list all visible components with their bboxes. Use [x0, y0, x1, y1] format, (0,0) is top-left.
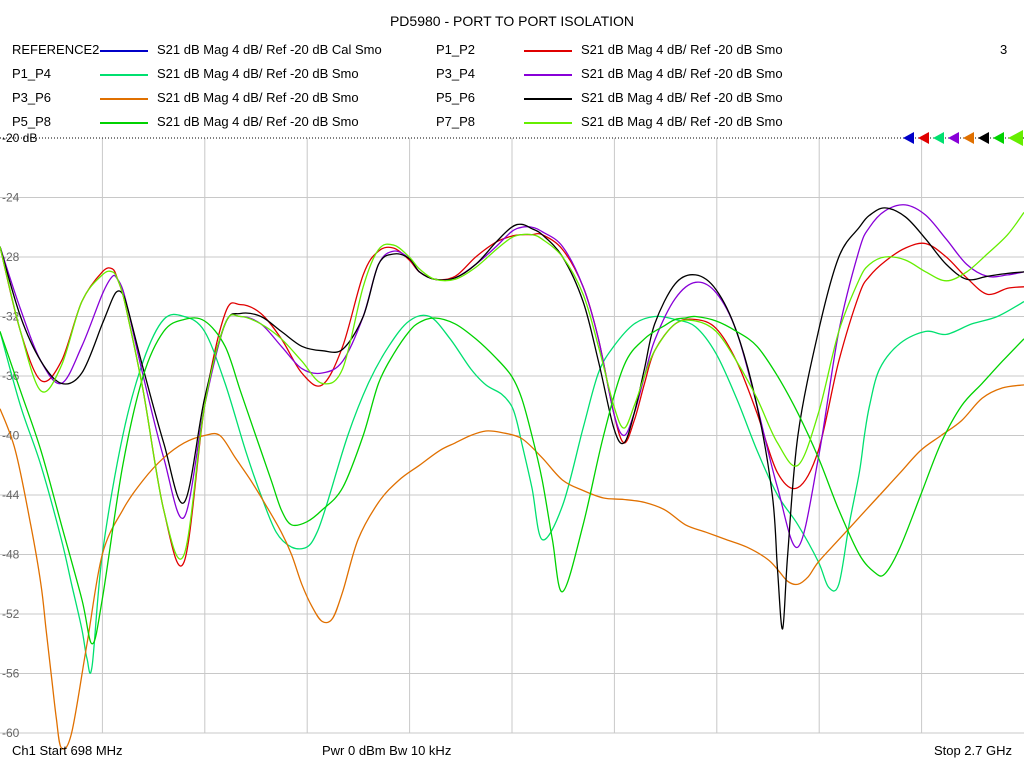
legend-swatch: [524, 122, 572, 124]
y-tick-label: -52: [2, 607, 20, 621]
y-tick-label: -28: [2, 250, 20, 264]
y-tick-label: -56: [2, 667, 20, 681]
y-tick-label: -24: [2, 191, 20, 205]
ref-marker-p5-p8: [993, 132, 1004, 144]
legend-swatch: [100, 74, 148, 76]
legend-entry-name: P3_P6: [12, 90, 52, 105]
ref-marker-p1-p2: [918, 132, 929, 144]
legend-swatch: [524, 98, 572, 100]
legend-entry-name: P5_P6: [436, 90, 476, 105]
legend-entry-format: S21 dB Mag 4 dB/ Ref -20 dB Smo: [157, 114, 359, 129]
chart-title: PD5980 - PORT TO PORT ISOLATION: [389, 13, 635, 29]
trace-p3-p6: [0, 384, 1024, 750]
ref-marker-p3-p6: [963, 132, 974, 144]
legend-entry-format: S21 dB Mag 4 dB/ Ref -20 dB Smo: [581, 42, 783, 57]
footer-stop: Stop 2.7 GHz: [933, 743, 1012, 758]
trace-p3-p4: [0, 204, 1024, 548]
legend-entry-name: P3_P4: [436, 66, 476, 81]
legend-entry-name: P7_P8: [436, 114, 476, 129]
trace-p7-p8: [0, 212, 1024, 560]
legend-entry-name: P1_P2: [436, 42, 476, 57]
ref-marker-p3-p4: [948, 132, 959, 144]
legend-entry-format: S21 dB Mag 4 dB/ Ref -20 dB Smo: [157, 90, 359, 105]
legend-entry-format: S21 dB Mag 4 dB/ Ref -20 dB Smo: [581, 114, 783, 129]
legend-entry-format: S21 dB Mag 4 dB/ Ref -20 dB Cal Smo: [157, 42, 382, 57]
trace-p1-p4: [0, 301, 1024, 674]
footer-start: Ch1 Start 698 MHz: [12, 743, 123, 758]
y-tick-label: -48: [2, 548, 20, 562]
legend-entry-format: S21 dB Mag 4 dB/ Ref -20 dB Smo: [157, 66, 359, 81]
legend-swatch: [100, 50, 148, 52]
y-tick-label: -60: [2, 726, 20, 740]
y-tick-label: -20 dB: [2, 131, 37, 145]
footer-power-bandwidth: Pwr 0 dBm Bw 10 kHz: [322, 743, 452, 758]
legend-entry-name: P5_P8: [12, 114, 52, 129]
trace-p5-p8: [0, 315, 1024, 645]
legend-swatch: [100, 122, 148, 124]
y-tick-label: -44: [2, 488, 20, 502]
ref-marker-p1-p4: [933, 132, 944, 144]
legend-entry-name: P1_P4: [12, 66, 52, 81]
ref-marker-p5-p6: [978, 132, 989, 144]
trace-p5-p6: [0, 207, 1024, 630]
legend-entry-format: S21 dB Mag 4 dB/ Ref -20 dB Smo: [581, 66, 783, 81]
y-tick-label: -36: [2, 369, 20, 383]
ref-marker-p7-p8: [1008, 130, 1023, 146]
legend-entry-name: REFERENCE2: [12, 42, 100, 57]
ref-marker-reference2: [903, 132, 914, 144]
legend-swatch: [524, 50, 572, 52]
legend-swatch: [100, 98, 148, 100]
channel-number: 3: [1000, 42, 1008, 57]
legend-entry-format: S21 dB Mag 4 dB/ Ref -20 dB Smo: [581, 90, 783, 105]
legend-swatch: [524, 74, 572, 76]
